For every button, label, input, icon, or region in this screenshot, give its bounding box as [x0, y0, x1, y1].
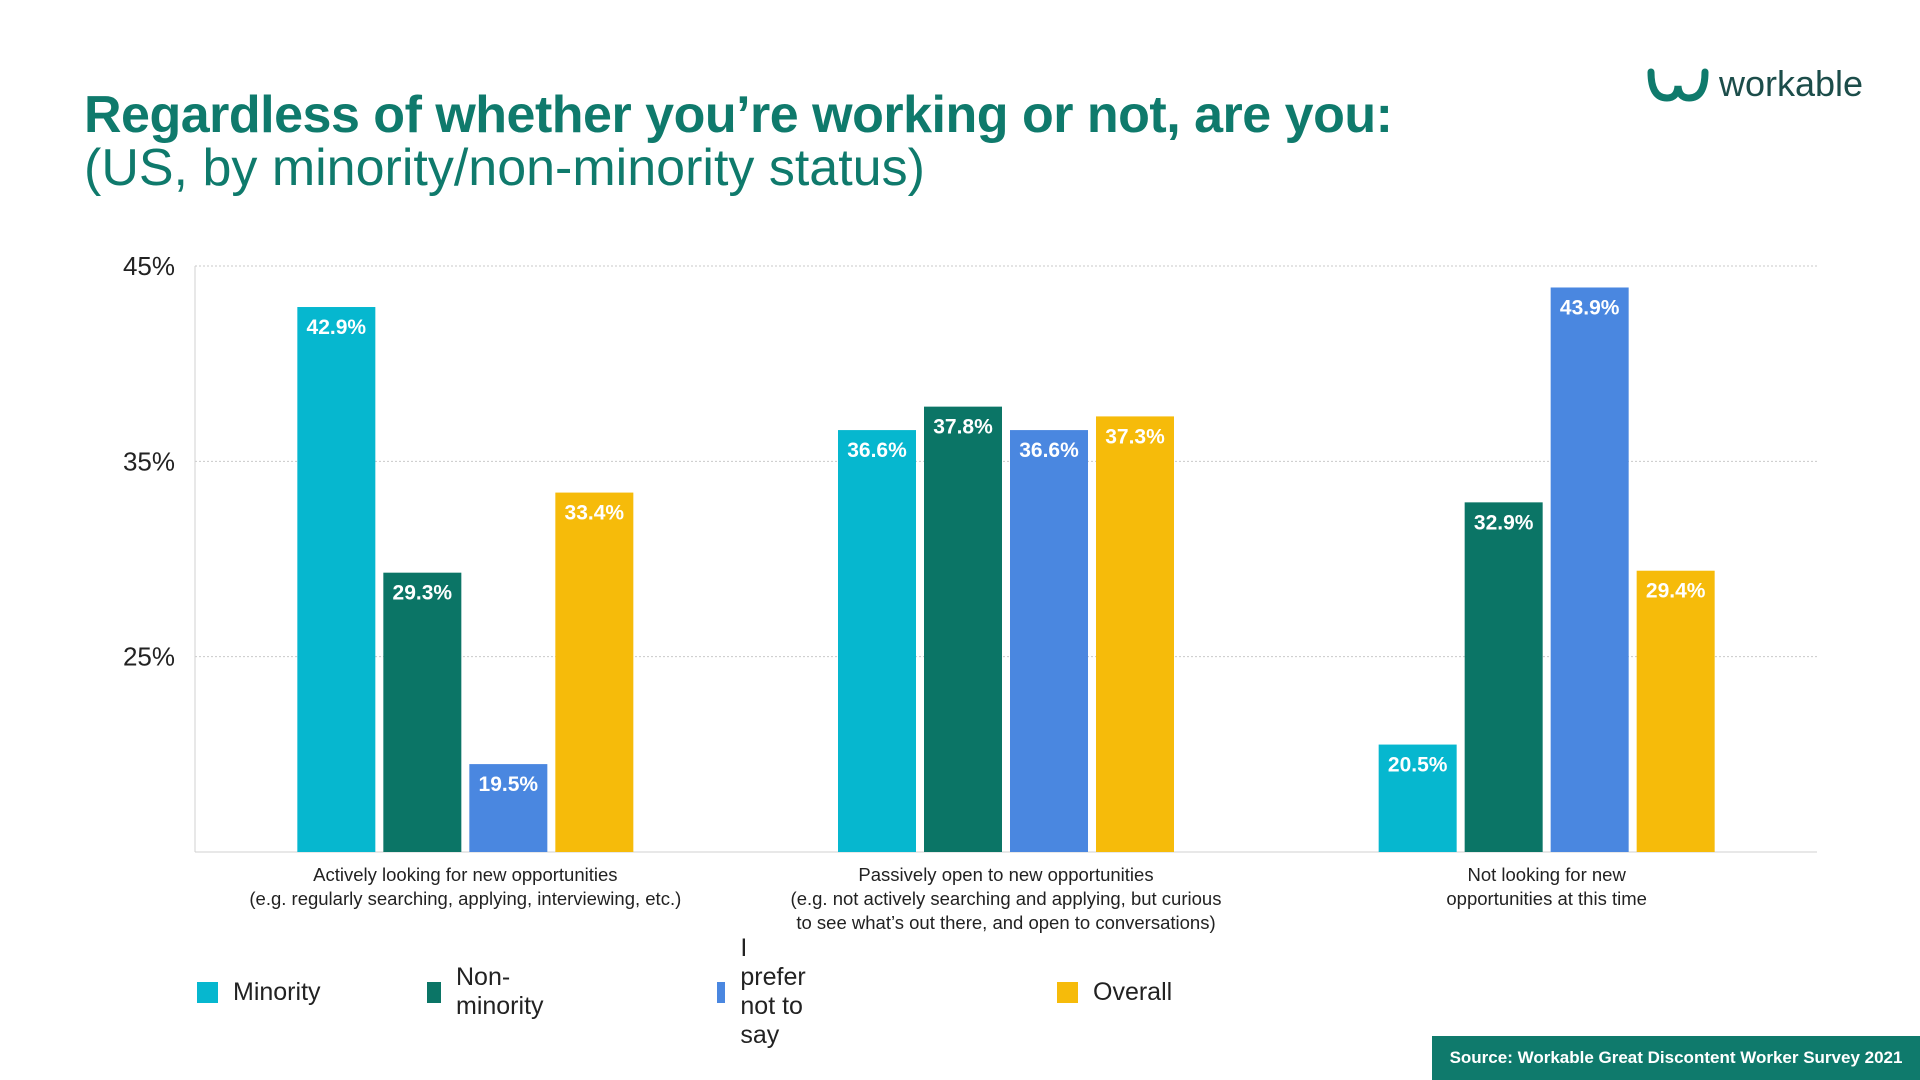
workable-logo-icon [1647, 68, 1709, 102]
x-tick-label-line: (e.g. not actively searching and applyin… [791, 888, 1222, 909]
data-label: 29.4% [1646, 580, 1706, 603]
data-label: 37.8% [933, 416, 993, 439]
bar-chart: 25% 35% 45% 42.9% 29.3% 19.5% 33.4% Actively lo… [123, 251, 1817, 933]
legend-label: I prefer not to say [740, 934, 806, 1049]
data-label: 29.3% [393, 582, 453, 605]
legend-swatch [427, 981, 441, 1003]
legend-swatch [717, 981, 726, 1003]
x-tick-label-line: Actively looking for new opportunities [313, 864, 617, 885]
x-tick-label-line: Passively open to new opportunities [858, 864, 1153, 885]
bar [297, 307, 376, 852]
data-label: 43.9% [1560, 296, 1620, 319]
bar [1464, 502, 1543, 852]
y-tick-label: 25% [123, 642, 175, 672]
bar [1010, 430, 1088, 852]
bar [838, 430, 916, 852]
data-label: 42.9% [307, 316, 367, 339]
legend-label: Overall [1093, 977, 1173, 1006]
data-label: 32.9% [1474, 511, 1534, 534]
data-label: 37.3% [1105, 425, 1165, 448]
legend-item: Overall [1057, 978, 1172, 1007]
legend-swatch [1057, 981, 1078, 1003]
y-tick-label: 45% [123, 251, 175, 281]
data-label: 36.6% [847, 439, 907, 462]
legend-item: Non-minority [427, 963, 551, 1021]
x-tick-label-line: opportunities at this time [1446, 888, 1647, 909]
y-tick-label: 35% [123, 446, 175, 476]
x-tick-label: Not looking for new opportunities at this… [1446, 864, 1647, 909]
chart-title: Regardless of whether you’re working or … [84, 86, 1393, 144]
bar [1096, 416, 1174, 852]
x-tick-label: Passively open to new opportunities (e.g.… [791, 864, 1222, 933]
x-tick-label-line: Not looking for new [1467, 864, 1626, 885]
legend-swatch [197, 981, 218, 1003]
workable-logo-text: workable [1719, 63, 1864, 104]
legend-item: Minority [197, 978, 321, 1007]
bar [924, 406, 1002, 852]
legend-label: Non-minority [456, 963, 544, 1020]
source-box: Source: Workable Great Discontent Worker… [1432, 1036, 1920, 1080]
data-label: 36.6% [1019, 439, 1079, 462]
bar [383, 572, 462, 852]
chart-subtitle: (US, by minority/non-minority status) [84, 139, 925, 197]
data-label: 20.5% [1388, 754, 1448, 777]
legend-item: I prefer not to say [717, 934, 818, 1050]
data-label: 19.5% [479, 773, 539, 796]
bar [1378, 744, 1457, 852]
data-label: 33.4% [565, 502, 625, 525]
x-tick-label: Actively looking for new opportunities (e… [249, 864, 681, 909]
legend-label: Minority [233, 977, 321, 1006]
source-note: Source: Workable Great Discontent Worker… [1449, 1048, 1903, 1067]
bar [555, 492, 634, 852]
x-tick-label-line: (e.g. regularly searching, applying, int… [249, 888, 681, 909]
x-tick-label-line: to see what’s out there, and open to con… [796, 912, 1215, 933]
workable-logo: workable [1645, 60, 1863, 108]
bar [1550, 287, 1629, 852]
bar [469, 764, 548, 852]
bar [1636, 570, 1715, 852]
